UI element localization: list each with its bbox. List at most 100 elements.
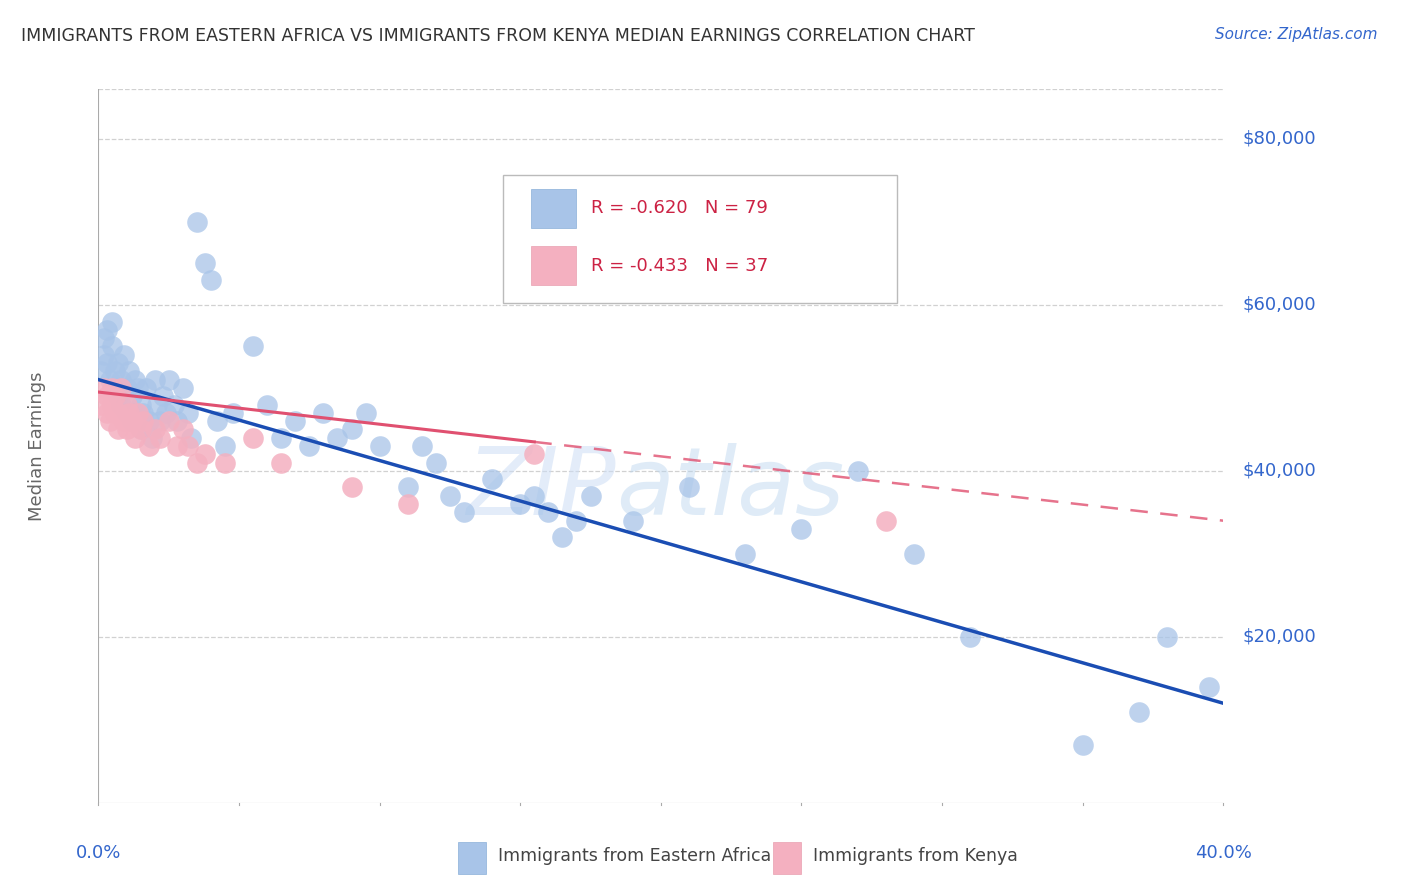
Point	[537, 505, 560, 519]
Point	[127, 406, 149, 420]
Point	[146, 397, 169, 411]
Point	[163, 397, 186, 411]
Point	[959, 630, 981, 644]
Point	[115, 381, 138, 395]
Point	[157, 373, 180, 387]
Point	[118, 364, 141, 378]
Point	[101, 397, 124, 411]
Point	[621, 514, 644, 528]
Point	[481, 472, 503, 486]
Point	[110, 381, 132, 395]
Point	[214, 439, 236, 453]
Bar	[531, 246, 576, 285]
Text: Immigrants from Eastern Africa: Immigrants from Eastern Africa	[498, 847, 770, 865]
Point	[846, 464, 869, 478]
Point	[155, 406, 177, 420]
Point	[340, 481, 363, 495]
Point	[242, 431, 264, 445]
Point	[1198, 680, 1220, 694]
FancyBboxPatch shape	[503, 175, 897, 303]
Point	[875, 514, 897, 528]
Point	[298, 439, 321, 453]
Point	[115, 397, 138, 411]
Text: 40.0%: 40.0%	[1195, 845, 1251, 863]
Point	[790, 522, 813, 536]
Bar	[531, 189, 576, 228]
Point	[222, 406, 245, 420]
Point	[734, 547, 756, 561]
Point	[177, 439, 200, 453]
Text: R = -0.433   N = 37: R = -0.433 N = 37	[591, 257, 768, 275]
Point	[124, 431, 146, 445]
Point	[579, 489, 602, 503]
Point	[96, 406, 118, 420]
Point	[1071, 738, 1094, 752]
Point	[104, 406, 127, 420]
Text: Source: ZipAtlas.com: Source: ZipAtlas.com	[1215, 27, 1378, 42]
Point	[121, 414, 143, 428]
Point	[98, 414, 121, 428]
Point	[396, 481, 419, 495]
Bar	[773, 842, 801, 874]
Point	[180, 431, 202, 445]
Text: IMMIGRANTS FROM EASTERN AFRICA VS IMMIGRANTS FROM KENYA MEDIAN EARNINGS CORRELAT: IMMIGRANTS FROM EASTERN AFRICA VS IMMIGR…	[21, 27, 974, 45]
Point	[90, 397, 112, 411]
Point	[396, 497, 419, 511]
Point	[127, 381, 149, 395]
Point	[678, 481, 700, 495]
Point	[214, 456, 236, 470]
Point	[1128, 705, 1150, 719]
Point	[256, 397, 278, 411]
Point	[110, 397, 132, 411]
Point	[143, 422, 166, 436]
Point	[104, 389, 127, 403]
Point	[523, 489, 546, 503]
Point	[439, 489, 461, 503]
Point	[141, 431, 163, 445]
Point	[96, 389, 118, 403]
Point	[112, 348, 135, 362]
Point	[107, 356, 129, 370]
Text: $80,000: $80,000	[1243, 130, 1316, 148]
Point	[425, 456, 447, 470]
Point	[284, 414, 307, 428]
Point	[107, 406, 129, 420]
Point	[112, 414, 135, 428]
Point	[90, 364, 112, 378]
Point	[101, 314, 124, 328]
Text: atlas: atlas	[616, 443, 844, 534]
Point	[326, 431, 349, 445]
Point	[551, 530, 574, 544]
Point	[138, 439, 160, 453]
Point	[107, 389, 129, 403]
Point	[129, 397, 152, 411]
Point	[149, 431, 172, 445]
Point	[565, 514, 588, 528]
Point	[115, 406, 138, 420]
Point	[152, 389, 174, 403]
Point	[129, 422, 152, 436]
Text: ZIP: ZIP	[467, 443, 616, 534]
Point	[523, 447, 546, 461]
Point	[509, 497, 531, 511]
Point	[149, 414, 172, 428]
Point	[1156, 630, 1178, 644]
Text: $20,000: $20,000	[1243, 628, 1316, 646]
Text: Median Earnings: Median Earnings	[28, 371, 45, 521]
Text: R = -0.620   N = 79: R = -0.620 N = 79	[591, 200, 768, 218]
Point	[124, 406, 146, 420]
Point	[143, 373, 166, 387]
Point	[194, 256, 217, 270]
Point	[107, 422, 129, 436]
Point	[453, 505, 475, 519]
Point	[110, 373, 132, 387]
Point	[312, 406, 335, 420]
Text: 0.0%: 0.0%	[76, 845, 121, 863]
Point	[115, 422, 138, 436]
Point	[186, 456, 208, 470]
Bar	[458, 842, 486, 874]
Point	[135, 381, 157, 395]
Point	[205, 414, 228, 428]
Text: $40,000: $40,000	[1243, 462, 1316, 480]
Point	[157, 414, 180, 428]
